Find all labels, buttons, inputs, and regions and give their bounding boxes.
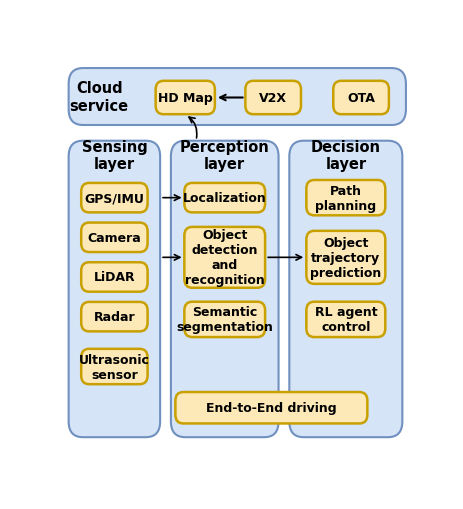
Text: HD Map: HD Map: [158, 92, 213, 105]
Text: Path
planning: Path planning: [315, 184, 376, 212]
FancyBboxPatch shape: [289, 142, 402, 437]
Text: Semantic
segmentation: Semantic segmentation: [176, 306, 273, 334]
FancyBboxPatch shape: [81, 223, 148, 252]
Text: End-to-End driving: End-to-End driving: [206, 402, 337, 414]
Text: Cloud
service: Cloud service: [69, 81, 129, 114]
Text: Sensing
layer: Sensing layer: [81, 140, 147, 172]
Text: RL agent
control: RL agent control: [314, 306, 377, 334]
FancyBboxPatch shape: [81, 184, 148, 213]
FancyBboxPatch shape: [184, 228, 265, 288]
FancyBboxPatch shape: [184, 302, 265, 337]
Text: Radar: Radar: [94, 310, 135, 324]
FancyBboxPatch shape: [333, 81, 389, 115]
FancyBboxPatch shape: [245, 81, 301, 115]
Text: Object
detection
and
recognition: Object detection and recognition: [185, 229, 264, 287]
FancyBboxPatch shape: [307, 302, 385, 337]
FancyBboxPatch shape: [81, 263, 148, 292]
FancyBboxPatch shape: [171, 142, 279, 437]
FancyBboxPatch shape: [81, 349, 148, 384]
Text: GPS/IMU: GPS/IMU: [84, 192, 144, 205]
Text: V2X: V2X: [259, 92, 287, 105]
Text: Object
trajectory
prediction: Object trajectory prediction: [310, 236, 382, 279]
Text: OTA: OTA: [347, 92, 375, 105]
FancyBboxPatch shape: [184, 184, 265, 213]
Text: Localization: Localization: [183, 192, 267, 205]
Text: Perception
layer: Perception layer: [180, 140, 269, 172]
FancyBboxPatch shape: [69, 142, 160, 437]
FancyBboxPatch shape: [69, 69, 406, 126]
Text: Camera: Camera: [88, 232, 141, 244]
FancyBboxPatch shape: [81, 302, 148, 332]
FancyBboxPatch shape: [307, 232, 385, 285]
FancyBboxPatch shape: [175, 392, 367, 423]
FancyBboxPatch shape: [156, 81, 215, 115]
Text: Decision
layer: Decision layer: [311, 140, 381, 172]
Text: Ultrasonic
sensor: Ultrasonic sensor: [79, 353, 150, 381]
FancyBboxPatch shape: [307, 181, 385, 216]
Text: LiDAR: LiDAR: [94, 271, 135, 284]
